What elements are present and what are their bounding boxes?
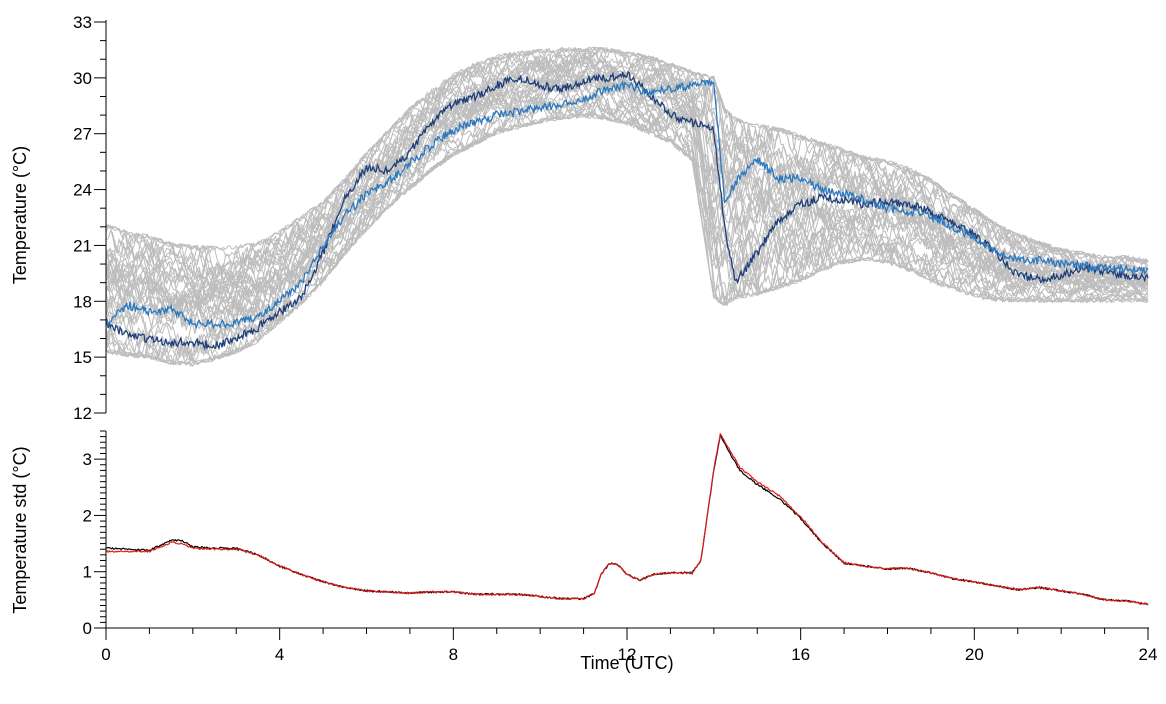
y-tick-label: 18 [73,292,92,311]
temperature-panel: 12 15 18 21 24 27 30 33 Temperature (°C) [10,13,1149,423]
ensemble-member-line [105,73,1149,335]
y-tick-label: 1 [83,563,92,582]
ensemble-member-line [105,66,1149,312]
temperature-axes: 12 15 18 21 24 27 30 33 [73,13,107,423]
y-tick-label: 3 [83,450,92,469]
ensemble-member-line [105,46,1149,274]
x-tick-label: 4 [275,645,284,664]
y-tick-label: 27 [73,125,92,144]
x-tick-label: 16 [791,645,810,664]
y-tick-label: 33 [73,13,92,32]
temperature-std-series [105,432,1149,606]
time-x-axis-title: Time (UTC) [580,653,673,673]
y-tick-label: 15 [73,348,92,367]
x-tick-label: 12 [618,645,637,664]
ensemble-member-line [105,47,1149,278]
y-tick-label: 30 [73,69,92,88]
temperature-y-axis-title: Temperature (°C) [10,146,30,284]
std-series-line-1 [105,432,1149,606]
highlighted-series-line-1 [105,70,1149,351]
highlighted-series-line-2 [105,78,1149,331]
ensemble-member-line [105,57,1149,307]
y-tick-label: 12 [73,404,92,423]
y-tick-label: 21 [73,236,92,255]
ensemble-member-line [105,58,1149,316]
x-tick-label: 20 [965,645,984,664]
temperature-std-y-axis-title: Temperature std (°C) [10,446,30,613]
y-tick-label: 0 [83,619,92,638]
y-tick-label: 24 [73,181,92,200]
x-tick-label: 8 [449,645,458,664]
y-tick-label: 2 [83,506,92,525]
ensemble-member-line [105,47,1149,289]
x-tick-label: 24 [1139,645,1158,664]
ensemble-member-line [105,46,1149,286]
std-series-line-2 [105,432,1149,606]
temperature-series [105,46,1149,367]
x-tick-label: 0 [101,645,110,664]
